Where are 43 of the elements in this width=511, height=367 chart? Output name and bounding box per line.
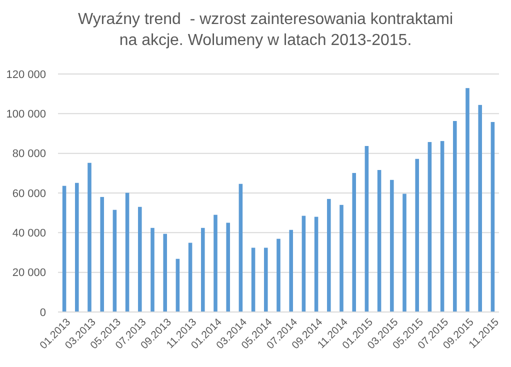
bar	[176, 258, 180, 312]
bar	[314, 216, 318, 312]
bar	[377, 170, 382, 312]
bar	[276, 238, 280, 312]
bar	[440, 141, 444, 312]
bar	[75, 182, 79, 312]
bar	[453, 121, 457, 312]
bar	[138, 206, 142, 312]
bar	[150, 228, 154, 312]
bar	[490, 122, 495, 312]
bar	[214, 214, 218, 312]
y-tick-label: 60 000	[12, 188, 46, 200]
y-tick-label: 40 000	[12, 228, 46, 240]
bar	[163, 234, 167, 312]
chart-title: Wyraźny trend - wzrost zainteresowania kontraktami na akcje. Wolumeny w latach 2013-2015.	[78, 11, 454, 49]
bar	[251, 248, 256, 312]
bar	[100, 196, 104, 312]
bar	[466, 88, 470, 312]
bar	[125, 192, 130, 312]
bar	[402, 194, 406, 312]
bar	[112, 210, 117, 312]
bar	[352, 172, 356, 312]
bar	[238, 184, 243, 312]
y-tick-label: 120 000	[6, 68, 46, 81]
bar	[264, 248, 268, 312]
bar	[62, 186, 66, 312]
bar	[415, 158, 419, 312]
bar	[364, 146, 369, 312]
bar	[88, 162, 92, 312]
bar	[428, 142, 432, 312]
bar	[188, 242, 192, 312]
bar	[201, 228, 205, 312]
bar	[327, 198, 331, 312]
y-tick-label: 20 000	[12, 267, 46, 280]
bar	[478, 104, 482, 312]
bar	[226, 222, 230, 312]
bar	[340, 204, 344, 312]
y-tick-label: 80 000	[12, 148, 46, 160]
y-tick-label: 100 000	[6, 108, 46, 121]
y-tick-label: 0	[40, 306, 46, 319]
bar	[302, 216, 306, 312]
bar	[390, 180, 394, 312]
bar	[289, 230, 293, 312]
